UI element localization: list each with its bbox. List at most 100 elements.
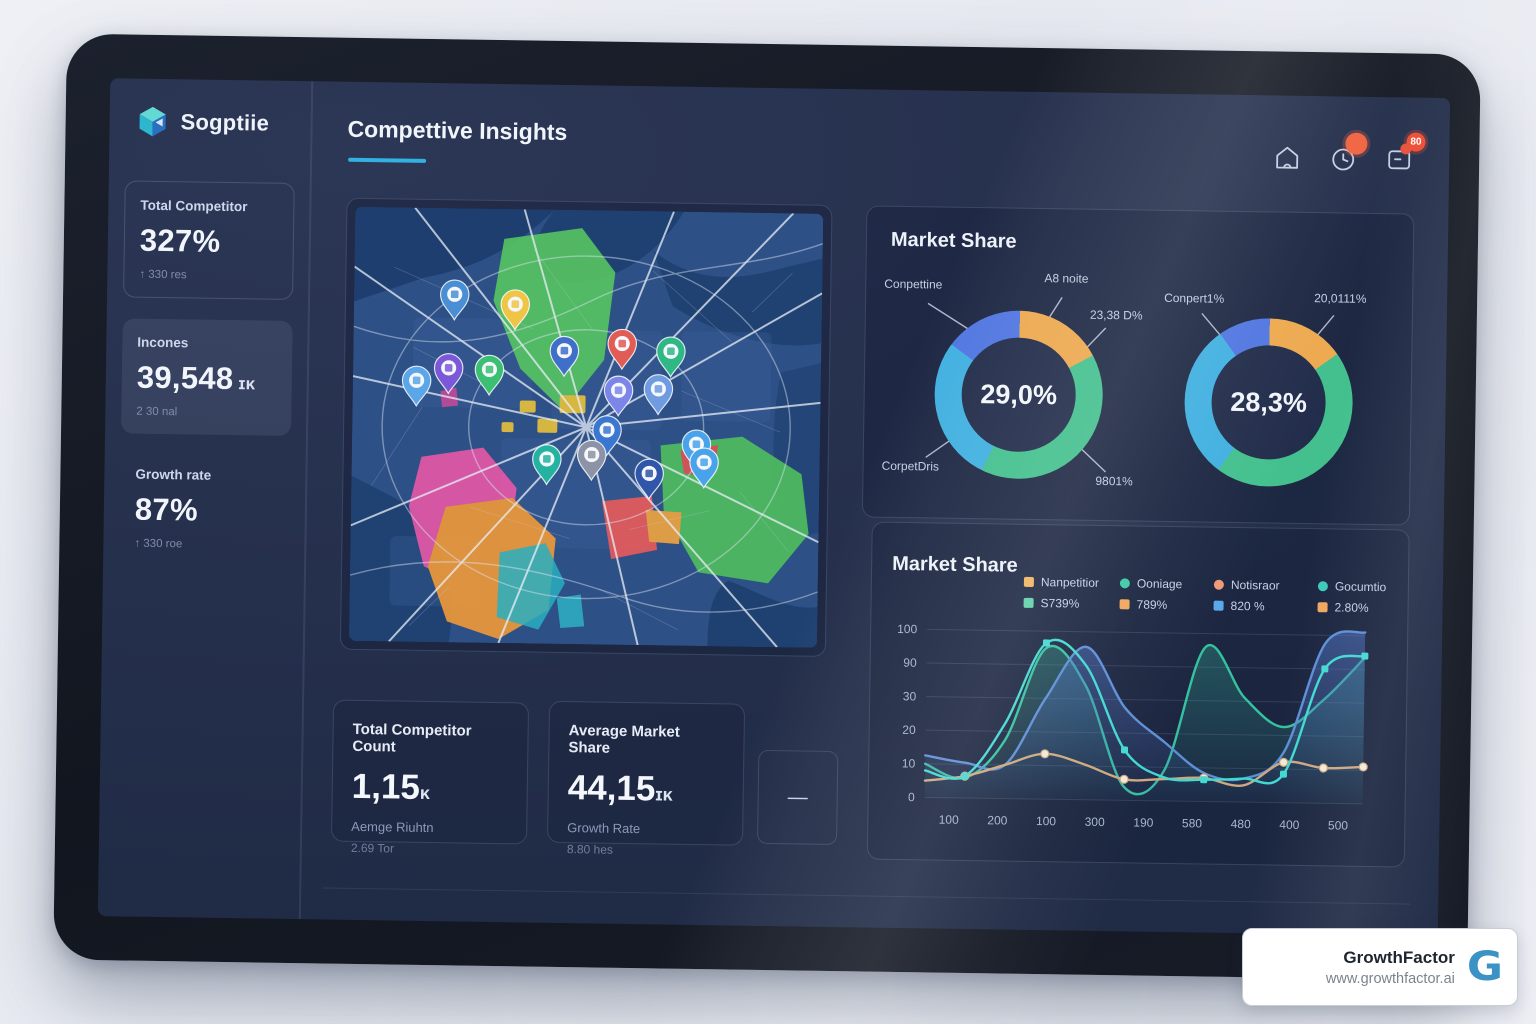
stat-card-incones[interactable]: Incones 39,548 ɪᴋ 2 30 nal bbox=[121, 318, 293, 436]
home-button[interactable] bbox=[1273, 143, 1301, 171]
legend-item: S739% bbox=[1023, 596, 1120, 611]
map-pin[interactable] bbox=[656, 336, 686, 378]
card-title: Average Market Share bbox=[568, 722, 680, 757]
legend-marker bbox=[1023, 576, 1034, 587]
watermark-card: GrowthFactor www.growthfactor.ai G bbox=[1242, 928, 1518, 1006]
mail-button[interactable]: 80 bbox=[1385, 132, 1426, 173]
svg-text:20: 20 bbox=[902, 723, 916, 737]
donut-label: Conpettine bbox=[884, 276, 943, 292]
card-value: 1,15ᴋ bbox=[351, 766, 431, 807]
dashboard-screen: Sogptiie Total Competitor 327% ↑ 330 res… bbox=[97, 78, 1451, 936]
growthfactor-logo-icon: G bbox=[1466, 943, 1503, 990]
chart-series-Gocumtio bbox=[923, 638, 1369, 785]
legend-marker bbox=[1317, 602, 1328, 613]
map-pin[interactable] bbox=[576, 439, 607, 482]
donut-chart-2: 28,3% bbox=[1183, 317, 1354, 488]
donut-label: CorpetDris bbox=[881, 458, 940, 474]
svg-text:190: 190 bbox=[1133, 815, 1154, 829]
svg-text:300: 300 bbox=[1085, 815, 1106, 829]
svg-text:10: 10 bbox=[902, 756, 916, 770]
stat-card-growth-rate[interactable]: Growth rate 87% ↑ 330 roe bbox=[119, 450, 291, 568]
notification-dot bbox=[1345, 132, 1368, 155]
legend-item: Gocumtio bbox=[1317, 579, 1414, 594]
map-pin[interactable] bbox=[549, 335, 580, 378]
legend-marker bbox=[1119, 599, 1130, 610]
map-pin[interactable] bbox=[433, 353, 464, 395]
card-title: Total Competitor Count bbox=[352, 720, 472, 756]
stat-label: Total Competitor bbox=[140, 197, 248, 215]
svg-text:480: 480 bbox=[1231, 817, 1252, 831]
panel-title: Market Share bbox=[892, 552, 1018, 577]
map-pin[interactable] bbox=[689, 447, 719, 489]
tablet-frame: Sogptiie Total Competitor 327% ↑ 330 res… bbox=[53, 33, 1481, 981]
map-pin[interactable] bbox=[474, 354, 505, 397]
legend-marker bbox=[1023, 597, 1034, 608]
map-districts bbox=[408, 228, 809, 640]
panel-title: Market Share bbox=[890, 228, 1017, 253]
svg-text:500: 500 bbox=[1328, 818, 1349, 832]
svg-text:100: 100 bbox=[897, 622, 918, 636]
donut-label: Conpert1% bbox=[1164, 290, 1225, 306]
stat-value: 327% bbox=[139, 222, 221, 259]
map-pin[interactable] bbox=[401, 365, 432, 408]
cube-logo-icon bbox=[139, 106, 166, 137]
map-pin[interactable] bbox=[500, 289, 531, 331]
stat-sub: 2 30 nal bbox=[136, 405, 178, 419]
stat-label: Growth rate bbox=[135, 466, 212, 483]
map-pins bbox=[401, 279, 719, 501]
map-pin[interactable] bbox=[607, 328, 637, 371]
legend-marker bbox=[1213, 579, 1224, 590]
map-ring-roads bbox=[349, 243, 824, 613]
watermark-url[interactable]: www.growthfactor.ai bbox=[1325, 970, 1455, 987]
svg-text:400: 400 bbox=[1279, 818, 1300, 832]
donut-label: 20,0111% bbox=[1314, 291, 1367, 306]
card-sub: 8.80 hes bbox=[566, 842, 614, 857]
stat-card-total-competitor[interactable]: Total Competitor 327% ↑ 330 res bbox=[123, 180, 295, 300]
card-sub: Growth Rate bbox=[567, 820, 641, 837]
chart-series-Notisraor bbox=[924, 630, 1367, 804]
svg-text:100: 100 bbox=[939, 813, 960, 827]
legend-item: Nanpetitior bbox=[1023, 575, 1120, 590]
legend-item: 820 % bbox=[1213, 599, 1317, 615]
map-pin[interactable] bbox=[643, 374, 674, 416]
legend-item: 2.80% bbox=[1317, 600, 1413, 615]
sidebar: Sogptiie Total Competitor 327% ↑ 330 res… bbox=[97, 78, 313, 920]
brand-name: Sogptiie bbox=[180, 109, 270, 136]
market-share-trend-panel: Market Share Nanpetitior Ooniage Notisra… bbox=[866, 521, 1410, 868]
page-title: Compettive Insights bbox=[347, 115, 568, 145]
card-average-market-share[interactable]: Average Market Share 44,15ɪᴋ Growth Rate… bbox=[546, 700, 746, 857]
card-total-competitor-count[interactable]: Total Competitor Count 1,15ᴋ Aemge Riuht… bbox=[330, 699, 530, 856]
header-icons: 80 bbox=[1273, 132, 1426, 173]
stat-value: 87% bbox=[134, 491, 199, 528]
svg-text:30: 30 bbox=[903, 689, 917, 703]
stat-label: Incones bbox=[137, 334, 189, 351]
stat-value: 39,548 ɪᴋ bbox=[136, 359, 256, 397]
donut-label: A8 noite bbox=[1044, 271, 1089, 286]
mail-icon bbox=[1388, 150, 1411, 170]
map-pin[interactable] bbox=[439, 279, 470, 321]
svg-text:0: 0 bbox=[908, 790, 915, 804]
footer-divider bbox=[322, 887, 1411, 905]
title-underline bbox=[348, 157, 427, 163]
legend-item: 789% bbox=[1119, 597, 1213, 612]
map-pin[interactable] bbox=[532, 444, 562, 486]
mini-card-dash[interactable]: — bbox=[757, 749, 839, 846]
legend-item: Ooniage bbox=[1119, 576, 1214, 591]
legend-marker bbox=[1317, 581, 1328, 592]
clock-icon bbox=[1332, 148, 1355, 171]
chart-legend: Nanpetitior Ooniage Notisraor Gocumtio S… bbox=[1023, 575, 1414, 616]
card-value: 44,15ɪᴋ bbox=[567, 768, 673, 809]
map-pin[interactable] bbox=[603, 375, 634, 418]
competitor-map-panel[interactable] bbox=[339, 197, 833, 657]
card-sub: Aemge Riuhtn bbox=[351, 818, 434, 836]
legend-marker bbox=[1213, 600, 1224, 611]
city-map[interactable] bbox=[349, 206, 824, 648]
market-share-donut-panel: Market Share 29,0% 28,3% Conpettine A8 n… bbox=[861, 205, 1415, 526]
clock-button[interactable] bbox=[1329, 132, 1368, 172]
donut-chart-1: 29,0% bbox=[933, 309, 1104, 480]
map-pin[interactable] bbox=[634, 458, 664, 501]
card-sub: 2.69 Tor bbox=[350, 840, 395, 856]
donut-center-value: 29,0% bbox=[980, 378, 1058, 410]
watermark-brand: GrowthFactor bbox=[1343, 947, 1455, 967]
